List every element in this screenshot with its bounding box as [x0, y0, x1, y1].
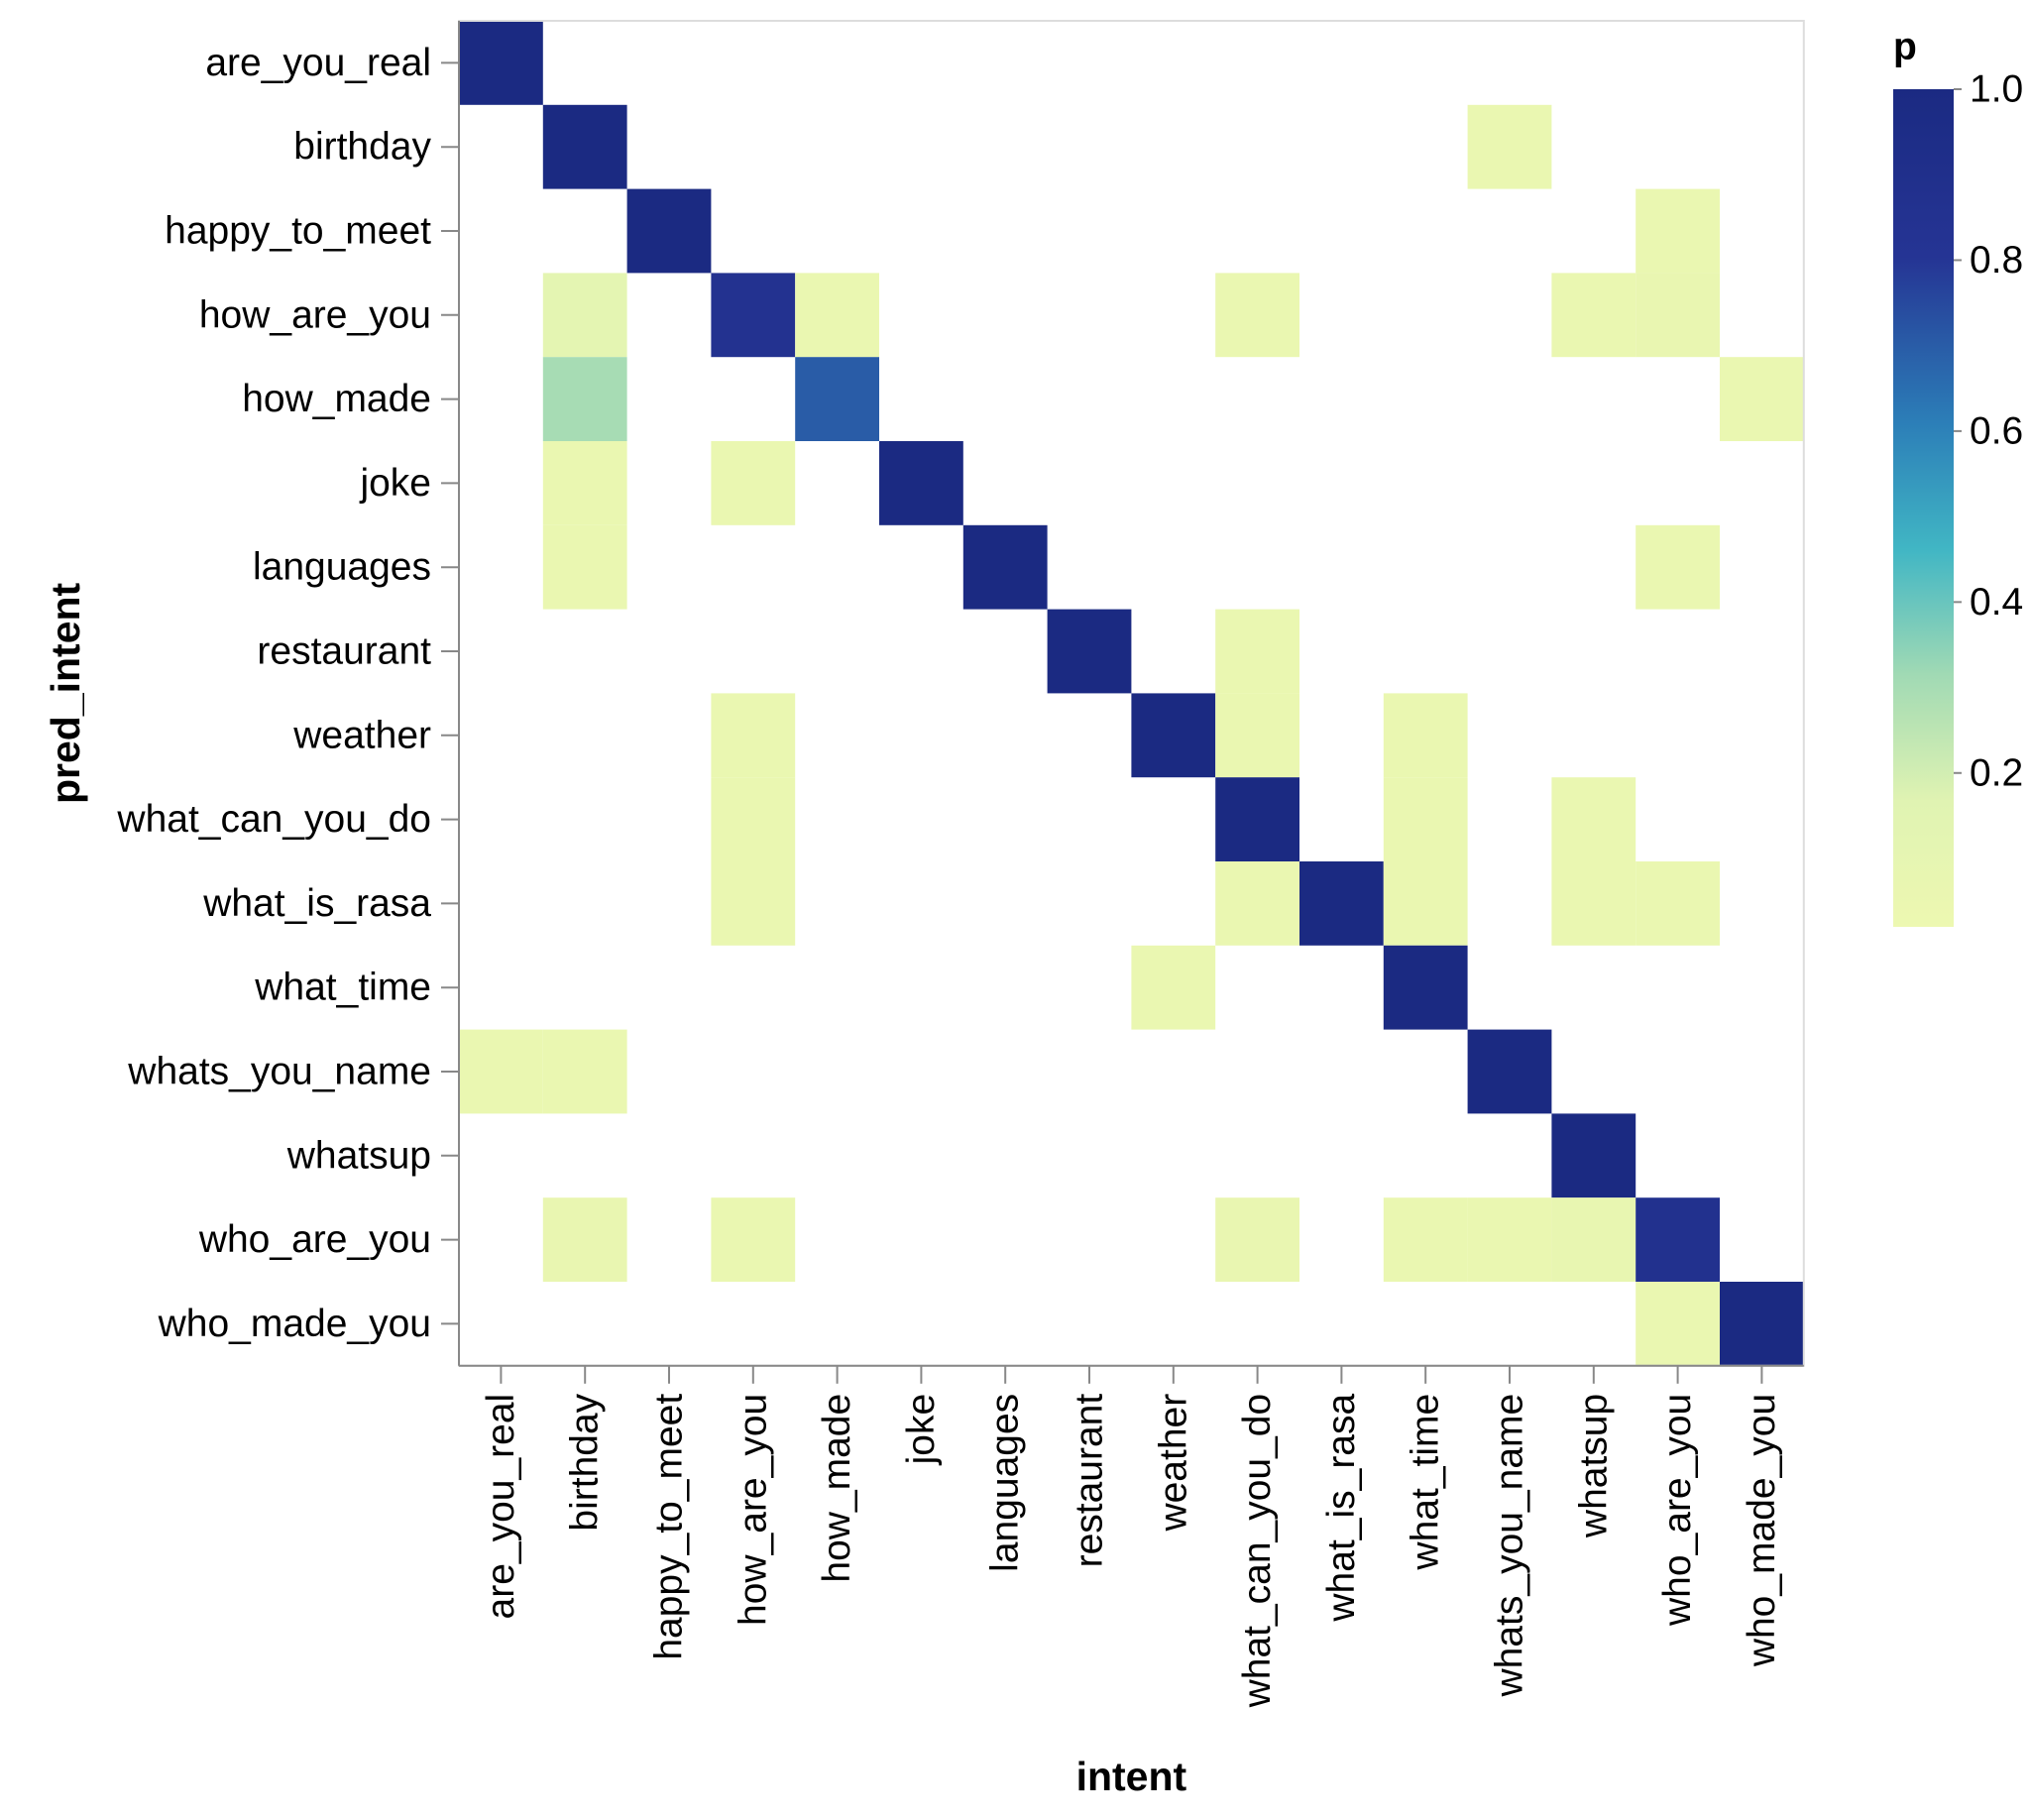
y-axis-title: pred_intent	[43, 582, 88, 804]
color-legend: p 1.0 0.8 0.6 0.4 0.2	[1893, 26, 2023, 927]
heatmap-cell	[1383, 1197, 1468, 1282]
heatmap-cell	[1551, 861, 1636, 946]
heatmap-cell	[1635, 188, 1720, 274]
x-tick-label: how_made	[816, 1394, 858, 1583]
y-axis: are_you_real birthday happy_to_meet how_are…	[116, 42, 459, 1345]
heatmap-cell	[542, 357, 627, 441]
heatmap-cell	[1720, 357, 1804, 441]
y-tick-label: languages	[253, 546, 431, 589]
y-tick-label: are_you_real	[205, 42, 431, 84]
x-tick-label: weather	[1152, 1394, 1194, 1533]
heatmap-cell	[542, 273, 627, 358]
y-tick-label: what_can_you_do	[116, 798, 431, 841]
heatmap-cell	[711, 693, 796, 778]
heatmap-cell	[711, 1197, 796, 1282]
heatmap-cell	[711, 441, 796, 525]
x-tick-label: who_made_you	[1741, 1394, 1783, 1667]
legend-tick-label: 0.6	[1970, 409, 2023, 452]
heatmap-cell	[1635, 524, 1720, 610]
y-tick-label: what_time	[254, 967, 431, 1009]
heatmap-cell	[1131, 693, 1216, 778]
heatmap-cell	[879, 441, 963, 525]
heatmap-cell	[795, 273, 879, 358]
heatmap-cell	[1383, 945, 1468, 1030]
heatmap-cell	[1635, 861, 1720, 946]
y-tick-label: happy_to_meet	[165, 210, 431, 253]
heatmap-cell	[1215, 609, 1299, 694]
x-tick-label: what_time	[1405, 1394, 1447, 1571]
heatmap-cell	[795, 357, 879, 441]
heatmap-cell	[1383, 777, 1468, 861]
x-tick-label: whatsup	[1572, 1394, 1615, 1538]
x-axis: are_you_real birthday happy_to_meet how_are…	[480, 1365, 1783, 1709]
y-tick-label: what_is_rasa	[202, 882, 431, 925]
legend-color-bar	[1893, 89, 1954, 927]
heatmap-cell	[1635, 1197, 1720, 1282]
legend-tick-label: 0.8	[1970, 239, 2023, 282]
legend-tick-label: 1.0	[1970, 68, 2023, 111]
y-tick-label: restaurant	[257, 630, 431, 673]
heatmap-cell	[1551, 777, 1636, 861]
x-tick-label: birthday	[564, 1393, 607, 1531]
heatmap-cell	[542, 1197, 627, 1282]
x-tick-label: who_are_you	[1656, 1394, 1699, 1627]
heatmap-cell	[626, 188, 712, 274]
heatmap-cell	[1467, 1197, 1552, 1282]
heatmap-cell	[1215, 1197, 1299, 1282]
x-tick-label: whats_you_name	[1489, 1394, 1531, 1698]
heatmap-cell	[711, 861, 796, 946]
heatmap-cell	[1131, 945, 1216, 1030]
heatmap-cell	[1299, 861, 1384, 946]
heatmap-cell	[1635, 1282, 1720, 1366]
heatmap-cell	[1467, 1029, 1552, 1114]
y-tick-label: how_made	[242, 378, 431, 420]
x-tick-label: how_are_you	[732, 1394, 774, 1626]
legend-tick-label: 0.2	[1970, 751, 2023, 794]
heatmap-cell	[542, 524, 627, 610]
x-tick-label: joke	[900, 1394, 943, 1466]
y-tick-label: whats_you_name	[127, 1051, 431, 1093]
y-tick-label: birthday	[293, 126, 431, 169]
y-tick-label: joke	[359, 462, 431, 505]
heatmap-cell	[459, 1029, 543, 1114]
y-tick-label: whatsup	[286, 1134, 431, 1177]
heatmap-cell	[459, 21, 543, 105]
heatmap-cell	[1383, 861, 1468, 946]
heatmap-cell	[1215, 693, 1299, 778]
y-tick-label: who_are_you	[198, 1218, 431, 1261]
heatmap-cell	[1551, 1197, 1636, 1282]
x-axis-title: intent	[1076, 1754, 1187, 1799]
heatmap-cell	[711, 777, 796, 861]
heatmap-cell	[1215, 777, 1299, 861]
heatmap-cell	[1720, 1282, 1804, 1366]
heatmap-cell	[1383, 693, 1468, 778]
x-tick-label: are_you_real	[480, 1394, 522, 1620]
heatmap-cell	[542, 441, 627, 525]
y-tick-label: who_made_you	[158, 1303, 431, 1345]
x-tick-label: happy_to_meet	[648, 1394, 691, 1660]
heatmap-cell	[1047, 609, 1132, 694]
x-tick-label: what_is_rasa	[1320, 1393, 1363, 1622]
heatmap-cell	[1635, 273, 1720, 358]
heatmap-cell	[1215, 861, 1299, 946]
heatmap-cell	[542, 1029, 627, 1114]
heatmap-cell	[1551, 1113, 1636, 1198]
heatmap-cell	[711, 273, 796, 358]
y-tick-label: weather	[292, 714, 431, 756]
heatmap-cell	[1215, 273, 1299, 358]
heatmap-cell	[962, 524, 1048, 610]
heatmap-cells	[459, 21, 1804, 1366]
legend-tick-label: 0.4	[1970, 581, 2023, 624]
legend-title: p	[1893, 26, 1917, 68]
heatmap-cell	[1551, 273, 1636, 358]
heatmap-cell	[542, 104, 627, 189]
x-tick-label: what_can_you_do	[1236, 1394, 1279, 1709]
x-tick-label: languages	[984, 1394, 1027, 1572]
y-tick-label: how_are_you	[199, 293, 431, 336]
heatmap-cell	[1467, 104, 1552, 189]
x-tick-label: restaurant	[1069, 1394, 1111, 1568]
